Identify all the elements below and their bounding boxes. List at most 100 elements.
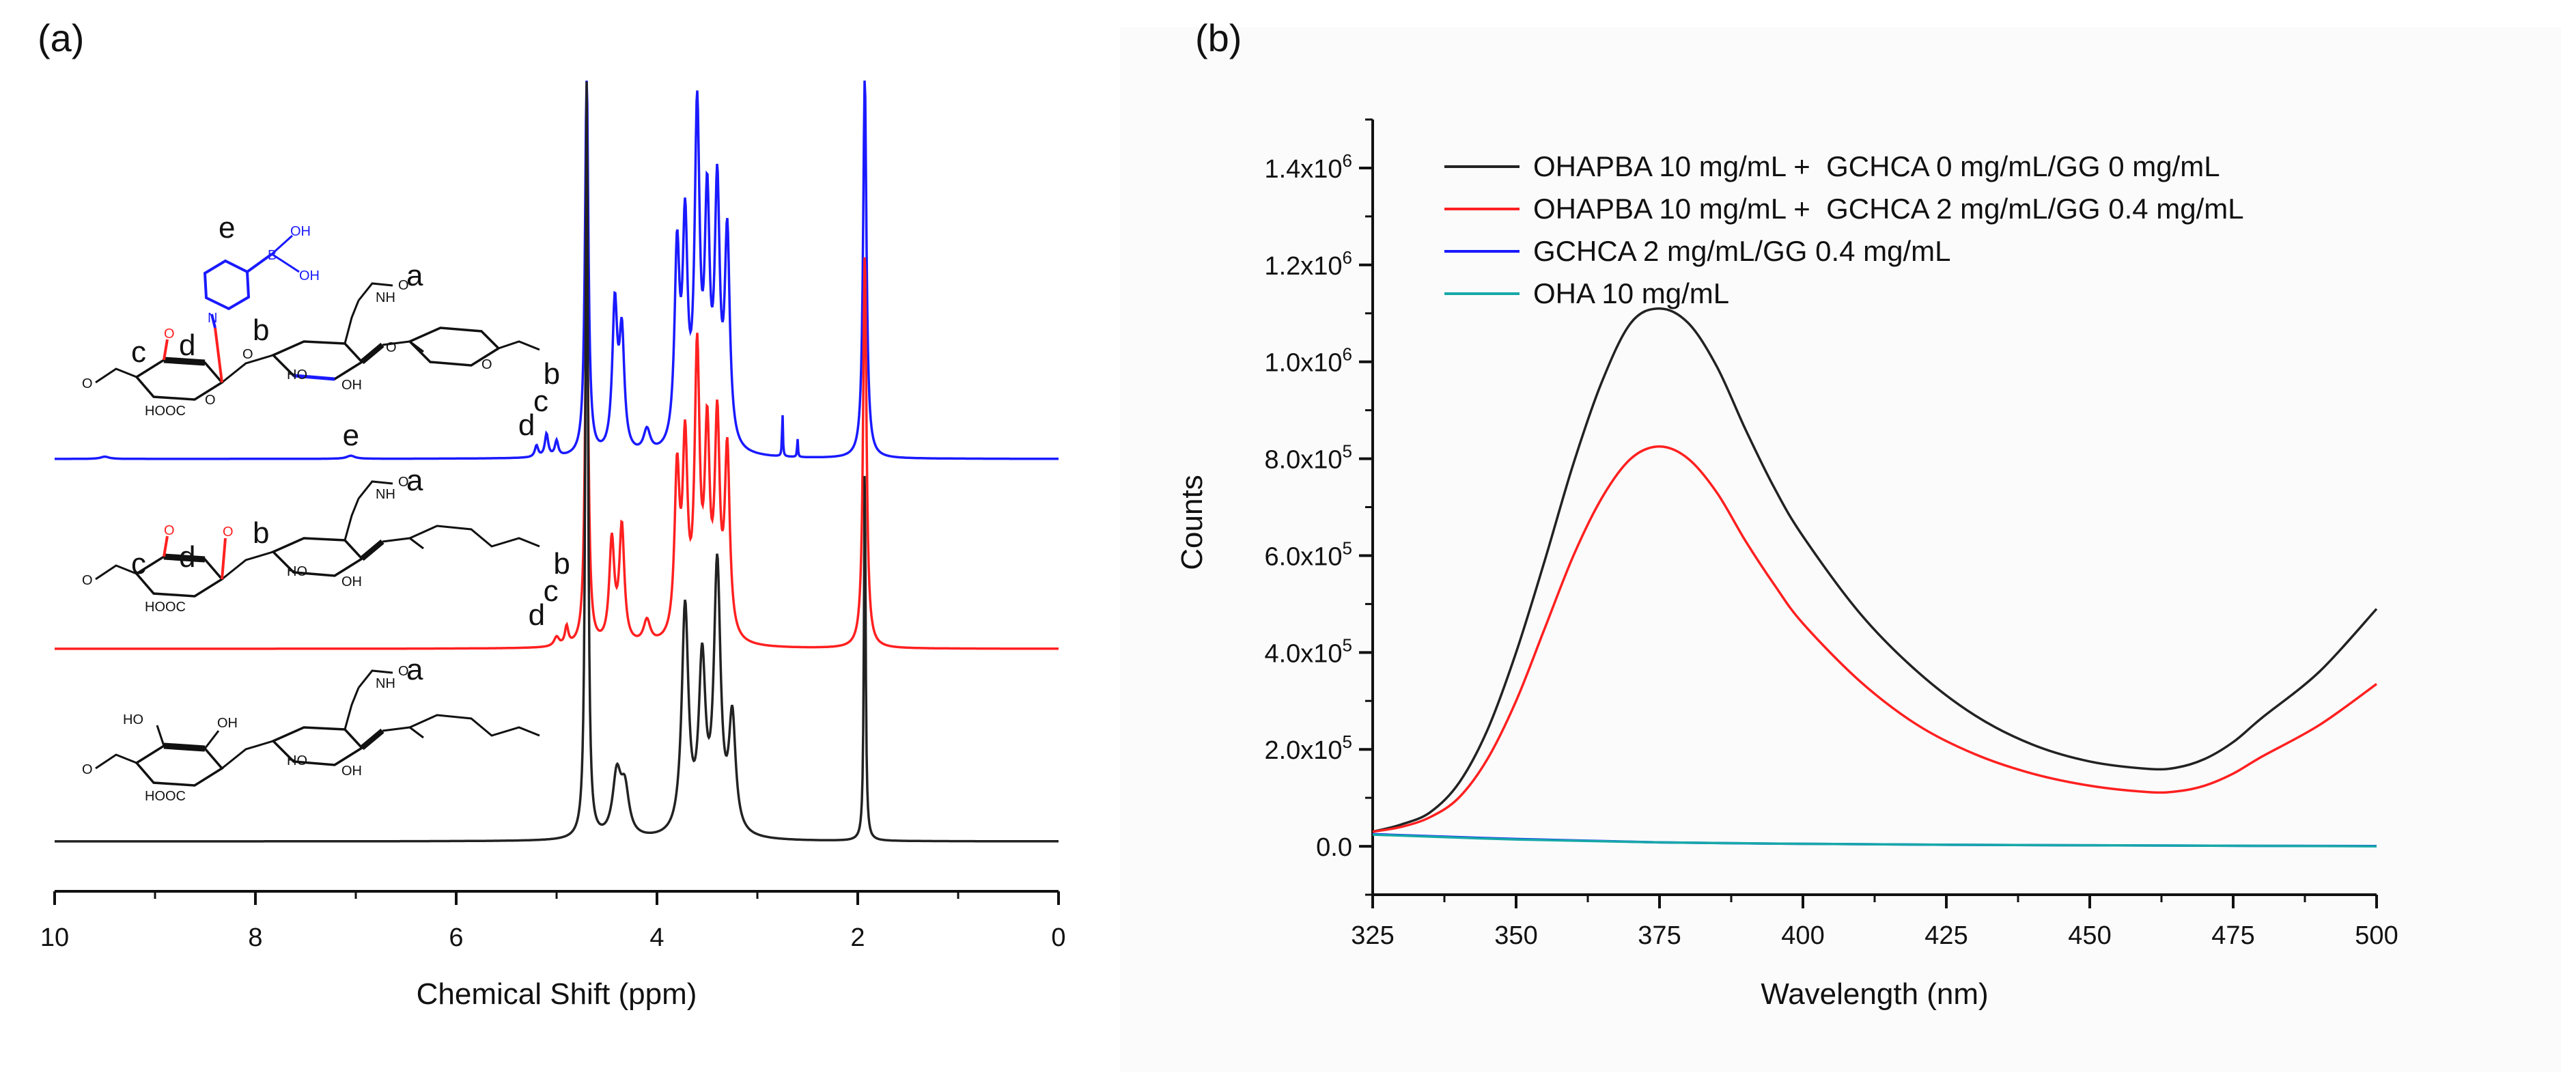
nmr-x-tick-label: 10 — [40, 923, 69, 952]
struct-label-b: b — [253, 313, 269, 347]
chain-bond — [409, 714, 540, 737]
pl-y-axis-title: Counts — [1175, 475, 1209, 570]
chain-bond — [95, 564, 137, 581]
chem-label: HO — [287, 564, 307, 579]
chem-label: O — [242, 347, 253, 362]
chain-bond — [221, 354, 274, 384]
chem-label: O — [164, 326, 175, 341]
pl-x-tick-label: 325 — [1351, 921, 1394, 950]
nmr-x-tick-label: 6 — [449, 923, 463, 952]
chem-label: O — [82, 376, 93, 391]
nmr-peak-label: b — [553, 547, 570, 581]
pl-series-line-0 — [1372, 307, 2378, 833]
nmr-x-tick-label: 0 — [1051, 923, 1065, 952]
chem-label: HO — [123, 712, 143, 727]
nmr-peak-label: d — [518, 408, 535, 442]
chem-label: OH — [341, 574, 362, 589]
panel-a-label: (a) — [38, 16, 84, 59]
chain-bond — [357, 669, 393, 688]
chem-label: HO — [287, 753, 307, 768]
chain-bond — [95, 367, 137, 384]
hydroxyl-bond — [204, 730, 220, 749]
phenyl-ring — [203, 259, 251, 311]
chem-label: OH — [217, 716, 238, 731]
chem-label: O — [164, 523, 175, 538]
chem-label: HOOC — [145, 600, 186, 615]
panel-b: (b) 325 350 375 400 425 450 475 500 0.0 2.0x105 4.… — [1120, 16, 2561, 1072]
legend-label: OHA 10 mg/mL — [1533, 277, 1729, 309]
struct-label-a: a — [406, 259, 423, 292]
struct-label-e: e — [219, 211, 235, 245]
chain-bond — [221, 550, 274, 581]
chain-bond — [344, 300, 360, 344]
chem-label: O — [386, 340, 397, 355]
chain-bond — [498, 340, 540, 351]
pl-y-tick-label: 1.4x106 — [1264, 150, 1352, 184]
pl-y-tick-label: 0.0 — [1316, 833, 1352, 862]
aldehyde-bond — [163, 535, 169, 557]
chem-label: O — [205, 393, 216, 408]
imine-bond — [214, 327, 223, 383]
chem-label: O — [481, 357, 492, 372]
chem-label: N — [208, 311, 217, 326]
pl-legend: OHAPBA 10 mg/mL + GCHCA 0 mg/mL/GG 0 mg/… — [1444, 150, 2244, 309]
struct-label-a: a — [406, 653, 423, 686]
pl-y-tick-label: 1.2x106 — [1264, 247, 1352, 281]
pl-y-tick-label: 6.0x105 — [1264, 538, 1352, 571]
chem-label: NH — [376, 676, 395, 691]
legend-label: GCHCA 2 mg/mL/GG 0.4 mg/mL — [1533, 235, 1951, 267]
ring-wedge — [360, 539, 384, 561]
ring-wedge — [163, 553, 206, 563]
nmr-peak-label: e — [343, 419, 359, 452]
pl-y-tick-label: 8.0x105 — [1264, 441, 1352, 475]
chem-label: NH — [376, 487, 395, 502]
nmr-x-ticks: 10 8 6 4 2 0 — [40, 891, 1066, 952]
chem-label: HOOC — [145, 789, 186, 804]
chem-label: OH — [341, 378, 362, 393]
panel-b-label: (b) — [1195, 16, 1242, 59]
chem-label: NH — [376, 290, 395, 305]
pl-series-line-1 — [1372, 445, 2378, 833]
structure-top: HOOC O HO OH NH O O O O O O N B OH OH e … — [82, 211, 540, 419]
ring-wedge — [360, 342, 384, 365]
chem-label: OH — [299, 268, 320, 283]
chem-label: O — [398, 278, 409, 293]
imine-bond — [210, 313, 216, 329]
aldehyde-bond — [221, 538, 227, 580]
legend-label: OHAPBA 10 mg/mL + GCHCA 2 mg/mL/GG 0.4 m… — [1533, 193, 2244, 225]
sugar-ring — [135, 744, 224, 787]
nmr-x-axis-title: Chemical Shift (ppm) — [417, 977, 697, 1011]
pl-x-tick-label: 450 — [2068, 921, 2111, 950]
chain-bond — [382, 537, 424, 550]
pl-ticks: 325 350 375 400 425 450 475 500 0.0 2.0x105 4.0x10… — [1264, 118, 2398, 950]
struct-label-c: c — [131, 335, 146, 369]
nmr-peak-label: c — [533, 385, 548, 418]
structure-bottom: HOOC HO OH HO OH NH O O a — [82, 653, 540, 804]
boron-bond — [246, 253, 273, 273]
nmr-peak-label: c — [544, 574, 559, 608]
nmr-x-tick-label: 2 — [850, 923, 865, 952]
pl-x-tick-label: 350 — [1494, 921, 1537, 950]
hydroxyl-bond — [156, 725, 165, 747]
legend-label: OHAPBA 10 mg/mL + GCHCA 0 mg/mL/GG 0 mg/… — [1533, 150, 2220, 182]
pl-y-tick-label: 2.0x105 — [1264, 731, 1352, 765]
struct-label-b: b — [253, 516, 269, 550]
boron-bond — [271, 253, 300, 273]
nmr-trace-0 — [55, 80, 1059, 460]
nmr-x-tick-label: 8 — [248, 923, 262, 952]
ring-wedge — [293, 374, 335, 381]
chain-bond — [344, 687, 360, 730]
chem-label: OH — [341, 764, 362, 779]
chem-label: O — [82, 762, 93, 777]
struct-label-a: a — [406, 464, 423, 497]
ring-wedge — [163, 357, 206, 366]
pl-x-tick-label: 475 — [2211, 921, 2254, 950]
chain-bond — [357, 480, 393, 499]
pl-x-tick-label: 400 — [1781, 921, 1824, 950]
struct-label-d: d — [179, 540, 195, 574]
nmr-traces — [55, 80, 1059, 843]
nmr-peak-label: d — [529, 598, 545, 632]
